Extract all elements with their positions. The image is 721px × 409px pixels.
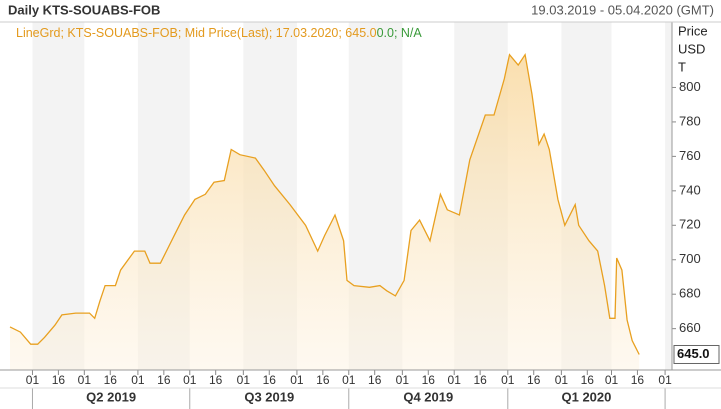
y-axis-label: USD [678,41,705,56]
x-tick-label: 01 [26,373,40,387]
y-tick-label: 760 [679,148,701,163]
x-tick-label: 01 [237,373,251,387]
x-tick-label: 16 [473,373,487,387]
y-axis-label: Price [678,23,708,38]
quarter-label: Q2 2019 [86,389,136,404]
plot [9,52,640,370]
y-tick-label: 660 [679,320,701,335]
x-tick-label: 01 [290,373,304,387]
quarter-label: Q4 2019 [403,389,453,404]
x-tick-label: 01 [131,373,145,387]
month-stripe [32,22,85,370]
line [9,52,640,355]
x-tick-label: 16 [209,373,223,387]
x-tick-label: 01 [396,373,410,387]
x-tick-label: 01 [501,373,515,387]
x-tick-label: 16 [263,373,277,387]
y-tick-label: 720 [679,217,701,232]
x-tick-label: 16 [104,373,118,387]
last-value-box [673,344,720,364]
x-tick-label: 01 [183,373,197,387]
legend-text: LineGrd; KTS-SOUABS-FOB; Mid Price(Last)… [16,26,377,40]
quarter-label: Q1 2020 [562,389,612,404]
y-tick-label: 780 [679,113,701,128]
x-tick-label: 01 [555,373,569,387]
chart-title: Daily KTS-SOUABS-FOB [8,2,160,17]
x-tick-label: 01 [658,373,672,387]
area [10,54,640,370]
x-tick-label: 16 [52,373,66,387]
x-tick-label: 01 [78,373,92,387]
x-tick-label: 16 [631,373,645,387]
legend: LineGrd; KTS-SOUABS-FOB; Mid Price(Last)… [16,26,422,40]
x-tick-label: 16 [422,373,436,387]
last-value-label: 645.0 [677,346,710,361]
x-tick-label: 16 [368,373,382,387]
x-tick-label: 01 [342,373,356,387]
y-tick-label: 800 [679,79,701,94]
month-stripe [665,22,672,370]
x-tick-label: 16 [581,373,595,387]
x-tick-label: 16 [527,373,541,387]
legend-change: 0.0; N/A [377,26,423,40]
y-tick-label: 700 [679,251,701,266]
x-tick-label: 01 [448,373,462,387]
x-tick-label: 01 [605,373,619,387]
x-tick-label: 16 [316,373,330,387]
y-axis-label: T [678,59,686,74]
y-tick-label: 740 [679,182,701,197]
quarter-label: Q3 2019 [244,389,294,404]
y-tick-label: 680 [679,286,701,301]
date-range: 19.03.2019 - 05.04.2020 (GMT) [531,2,714,17]
x-tick-label: 16 [157,373,171,387]
